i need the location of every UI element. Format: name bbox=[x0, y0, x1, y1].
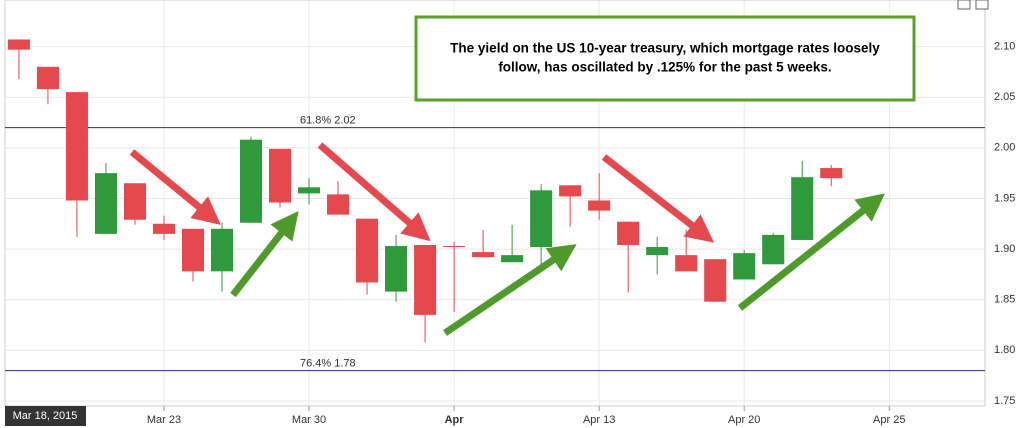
x-tick-label: Mar 30 bbox=[292, 414, 326, 426]
y-tick-label: 2.00 bbox=[994, 142, 1015, 154]
crosshair-label: Mar 18, 2015 bbox=[13, 410, 78, 422]
candle-body bbox=[181, 228, 205, 272]
candle-body bbox=[7, 39, 30, 50]
candle-body bbox=[530, 190, 553, 248]
x-tick-label: Apr 13 bbox=[583, 414, 615, 426]
y-tick-label: 1.75 bbox=[994, 395, 1015, 407]
candle-body bbox=[791, 177, 814, 240]
candle-body bbox=[675, 255, 698, 272]
red-arrow bbox=[601, 154, 715, 243]
candle-body bbox=[617, 221, 640, 246]
candle-body bbox=[298, 187, 321, 194]
candle-body bbox=[269, 148, 292, 203]
candle-body bbox=[94, 173, 117, 234]
arrows bbox=[129, 142, 885, 336]
green-arrow bbox=[443, 244, 577, 336]
erase-icon[interactable] bbox=[975, 0, 989, 10]
draw-icon[interactable] bbox=[957, 0, 971, 10]
candle-body bbox=[414, 245, 437, 315]
candle-body bbox=[210, 228, 234, 272]
candle-body bbox=[762, 234, 785, 265]
candle-body bbox=[239, 139, 263, 223]
candle-body bbox=[152, 223, 176, 234]
red-arrow bbox=[129, 149, 221, 225]
candle-body bbox=[733, 253, 756, 280]
y-tick-label: 1.90 bbox=[994, 243, 1015, 255]
candle-body bbox=[443, 246, 466, 248]
plot-border bbox=[4, 0, 986, 407]
crosshair-box bbox=[5, 406, 86, 426]
y-tick-label: 1.80 bbox=[994, 344, 1015, 356]
green-arrow bbox=[230, 210, 299, 298]
x-tick-label: Mar 23 bbox=[147, 414, 181, 426]
candle-body bbox=[36, 66, 59, 90]
y-tick-label: 2.05 bbox=[994, 91, 1015, 103]
candle-body bbox=[501, 255, 524, 263]
candle-body bbox=[472, 252, 495, 258]
candle-body bbox=[820, 168, 843, 179]
candle-body bbox=[327, 194, 350, 215]
annotation-box bbox=[414, 15, 916, 102]
candle-body bbox=[123, 183, 146, 220]
green-arrow bbox=[737, 193, 885, 311]
x-tick-label: Apr 20 bbox=[728, 414, 760, 426]
candle-body bbox=[65, 92, 88, 201]
y-tick-label: 1.85 bbox=[994, 294, 1015, 306]
level-label: 61.8% 2.02 bbox=[300, 114, 356, 126]
red-arrow bbox=[317, 142, 431, 242]
candle-body bbox=[704, 259, 727, 302]
x-tick-label: Apr bbox=[445, 414, 465, 426]
annotation-line: The yield on the US 10-year treasury, wh… bbox=[450, 41, 880, 56]
y-tick-label: 1.95 bbox=[994, 192, 1015, 204]
toolbar-icons[interactable] bbox=[957, 0, 989, 10]
candle-body bbox=[559, 185, 582, 197]
annotation-line: follow, has oscillated by .125% for the … bbox=[498, 60, 831, 75]
candle-body bbox=[646, 247, 669, 256]
candle-body bbox=[588, 200, 611, 211]
level-label: 76.4% 1.78 bbox=[300, 357, 356, 369]
x-tick-label: Apr 25 bbox=[873, 414, 905, 426]
candle-body bbox=[385, 246, 408, 292]
y-tick-label: 2.10 bbox=[994, 40, 1015, 52]
candle-body bbox=[356, 218, 379, 283]
